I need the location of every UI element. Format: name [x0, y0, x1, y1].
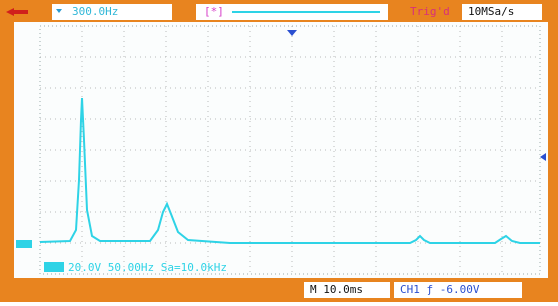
channel-marker: [16, 240, 32, 248]
usb-icon-body: [14, 10, 28, 14]
window-indicator: [*]: [204, 5, 224, 18]
oscilloscope-screen: 300.0Hz [*] Trig'd 10MSa/s 20.0V 50.00Hz…: [0, 0, 558, 302]
channel: CH1 ƒ -6.00V: [400, 283, 480, 296]
math-icon: [44, 262, 64, 272]
sample-rate: 10MSa/s: [468, 5, 514, 18]
trigger-status: Trig'd: [410, 5, 450, 18]
frequency: 300.0Hz: [72, 5, 118, 18]
timebase: M 10.0ms: [310, 283, 363, 296]
readout: 20.0V 50.00Hz Sa=10.0kHz: [68, 261, 227, 274]
page: 300.0Hz [*] Trig'd 10MSa/s 20.0V 50.00Hz…: [0, 0, 558, 302]
